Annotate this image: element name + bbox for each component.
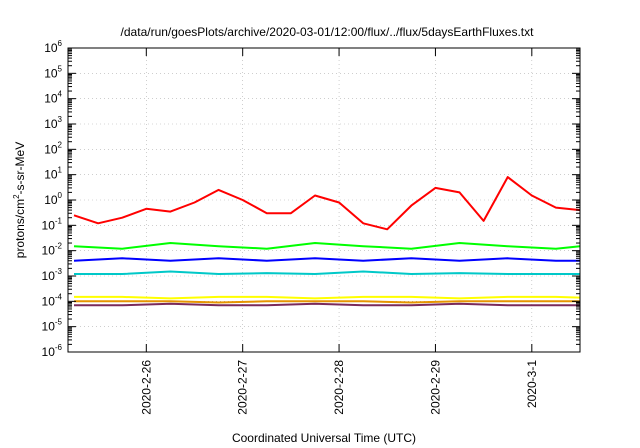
y-tick-exponent: -4 bbox=[55, 292, 63, 301]
series-line-6 bbox=[74, 300, 580, 304]
x-tick-labels: 2020-2-26 2020-2-27 2020-2-28 2020-2-29 2020… bbox=[139, 360, 539, 415]
y-tick-label: 10-5 bbox=[42, 318, 63, 334]
y-tick-label: 10-3 bbox=[42, 267, 63, 283]
y-tick-exponent: 4 bbox=[58, 90, 63, 99]
y-tick-exponent: 1 bbox=[58, 166, 63, 175]
y-axis-label-suffix: -s-sr-MeV bbox=[13, 142, 27, 195]
series-line-1 bbox=[73, 176, 581, 231]
y-tick-label: 10-6 bbox=[42, 343, 63, 359]
x-tick-label: 2020-3-1 bbox=[525, 360, 539, 408]
y-tick-exponent: -1 bbox=[55, 216, 63, 225]
series-line-2 bbox=[73, 242, 581, 250]
y-tick-base: 10 bbox=[44, 117, 58, 131]
y-tick-label: 100 bbox=[44, 191, 62, 207]
x-tick-label: 2020-2-26 bbox=[139, 360, 153, 415]
y-tick-exponent: -2 bbox=[55, 242, 63, 251]
x-axis-label: Coordinated Universal Time (UTC) bbox=[232, 431, 416, 445]
y-tick-exponent: -3 bbox=[55, 267, 63, 276]
y-tick-exponent: 6 bbox=[58, 39, 63, 48]
axis-ticks bbox=[68, 47, 580, 353]
y-axis-label-superscript: 2 bbox=[12, 194, 21, 199]
y-tick-label: 105 bbox=[44, 64, 62, 80]
y-tick-base: 10 bbox=[42, 294, 56, 308]
y-axis-label-prefix: protons/cm bbox=[13, 199, 27, 258]
grid-lines bbox=[68, 48, 580, 352]
y-tick-exponent: 5 bbox=[58, 64, 63, 73]
y-tick-label: 103 bbox=[44, 115, 62, 131]
y-tick-label: 102 bbox=[44, 140, 62, 156]
y-tick-label: 106 bbox=[44, 39, 62, 55]
series-line-7 bbox=[74, 302, 580, 307]
y-tick-exponent: 2 bbox=[58, 140, 63, 149]
series-line-3 bbox=[73, 257, 580, 262]
y-tick-base: 10 bbox=[44, 193, 58, 207]
y-tick-exponent: 0 bbox=[58, 191, 63, 200]
y-tick-base: 10 bbox=[44, 41, 58, 55]
series-line-5 bbox=[74, 295, 581, 300]
y-tick-label: 104 bbox=[44, 90, 62, 106]
series-line-4 bbox=[74, 270, 580, 275]
y-tick-base: 10 bbox=[42, 269, 56, 283]
y-tick-base: 10 bbox=[44, 66, 58, 80]
y-tick-exponent: -6 bbox=[55, 343, 63, 352]
y-tick-base: 10 bbox=[42, 218, 56, 232]
data-series bbox=[73, 176, 581, 307]
y-tick-label: 101 bbox=[44, 166, 62, 182]
chart-title: /data/run/goesPlots/archive/2020-03-01/1… bbox=[121, 25, 535, 39]
y-tick-base: 10 bbox=[42, 345, 56, 359]
y-tick-label: 10-1 bbox=[42, 216, 63, 232]
x-tick-label: 2020-2-29 bbox=[428, 360, 442, 415]
y-tick-base: 10 bbox=[42, 320, 56, 334]
y-tick-labels: 10-610-510-410-310-210-11001011021031041… bbox=[42, 39, 63, 359]
x-tick-label: 2020-2-27 bbox=[236, 360, 250, 415]
y-tick-label: 10-2 bbox=[42, 242, 63, 258]
y-tick-base: 10 bbox=[44, 168, 58, 182]
y-tick-base: 10 bbox=[44, 142, 58, 156]
x-tick-label: 2020-2-28 bbox=[332, 360, 346, 415]
y-tick-exponent: 3 bbox=[58, 115, 63, 124]
y-axis-label: protons/cm2-s-sr-MeV bbox=[12, 142, 27, 258]
y-tick-label: 10-4 bbox=[42, 292, 63, 308]
y-tick-base: 10 bbox=[42, 244, 56, 258]
y-tick-exponent: -5 bbox=[55, 318, 63, 327]
y-tick-base: 10 bbox=[44, 92, 58, 106]
